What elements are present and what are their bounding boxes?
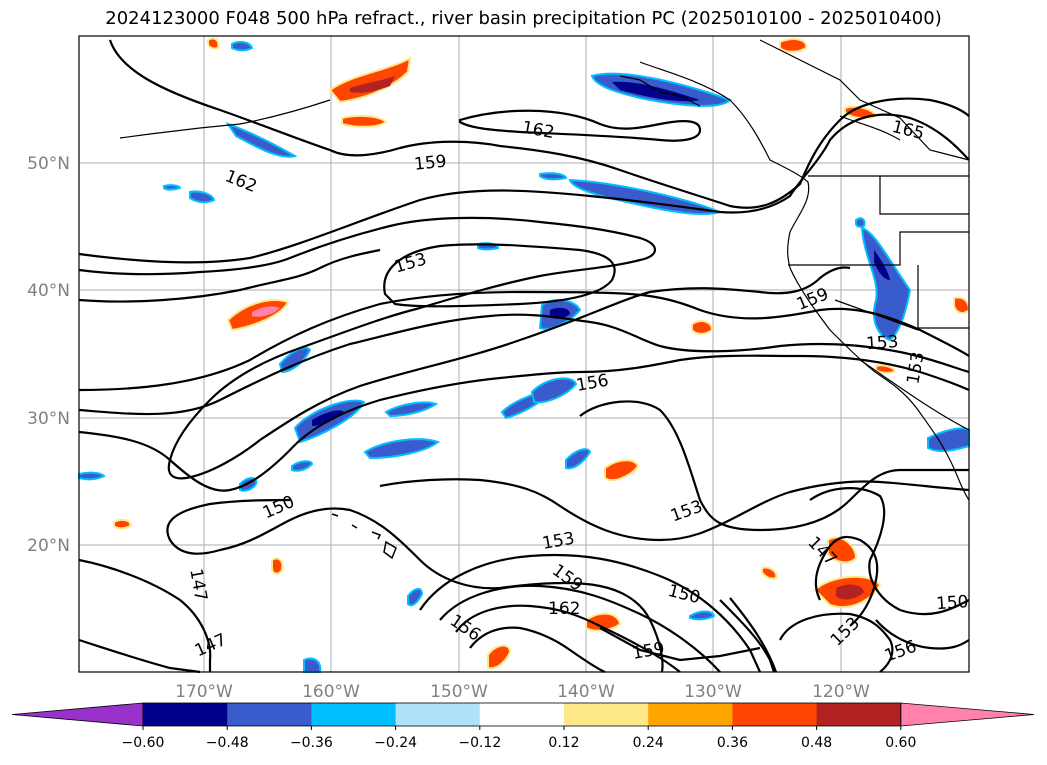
contour-label: 159 [413,152,447,175]
colorbar-tick-label: −0.48 [206,735,249,751]
precip-fill-patches [78,37,971,673]
colorbar-extend-high [900,702,1035,727]
hawaii-islands [331,513,397,560]
contour-label: 150 [935,592,969,614]
colorbar-tick-label: −0.24 [374,735,417,751]
height-contours [78,39,970,674]
colorbar-segment [732,703,818,726]
lat-label: 50°N [27,154,70,174]
contour-labels: 162 159 162 165 153 159 156 153 153 150 … [185,117,969,667]
lon-label: 150°W [430,682,488,702]
colorbar-tick-label: −0.36 [290,735,333,751]
colorbar: −0.60 −0.48 −0.36 −0.24 −0.12 0.12 0.24 0.36 0.4… [11,702,1035,751]
colorbar-segment [143,703,228,726]
lon-label: 140°W [557,682,615,702]
colorbar-segment [479,703,565,726]
gridlines [79,36,969,672]
lon-label: 160°W [302,682,360,702]
map-title: 2024123000 F048 500 hPa refract., river … [105,8,942,29]
colorbar-segment [311,703,397,726]
map-panel: 162 159 162 165 153 159 156 153 153 150 … [78,35,971,674]
colorbar-tick-label: 0.36 [717,735,748,751]
colorbar-segment [227,703,312,726]
colorbar-extend-low [11,702,144,727]
contour-label: 153 [865,332,899,354]
colorbar-segment [648,703,733,726]
colorbar-tick-label: −0.60 [122,735,165,751]
colorbar-segment [564,703,649,726]
lat-label: 40°N [27,281,70,301]
colorbar-tick-label: 0.12 [548,735,579,751]
colorbar-segment [395,703,481,726]
colorbar-tick-label: 0.60 [885,735,916,751]
lat-label: 30°N [27,409,70,429]
lon-label: 170°W [175,682,233,702]
longitude-labels: 170°W 160°W 150°W 140°W 130°W 120°W [175,682,870,702]
colorbar-tick-label: −0.12 [458,735,501,751]
lon-label: 120°W [812,682,870,702]
colorbar-tick-label: 0.48 [801,735,832,751]
lon-label: 130°W [684,682,742,702]
lat-label: 20°N [27,536,70,556]
colorbar-segment [816,703,902,726]
coastlines [119,39,970,501]
latitude-labels: 50°N 40°N 30°N 20°N [27,154,70,556]
colorbar-tick-label: 0.24 [633,735,664,751]
colorbar-outline [142,702,902,727]
contour-label: 162 [548,599,580,619]
